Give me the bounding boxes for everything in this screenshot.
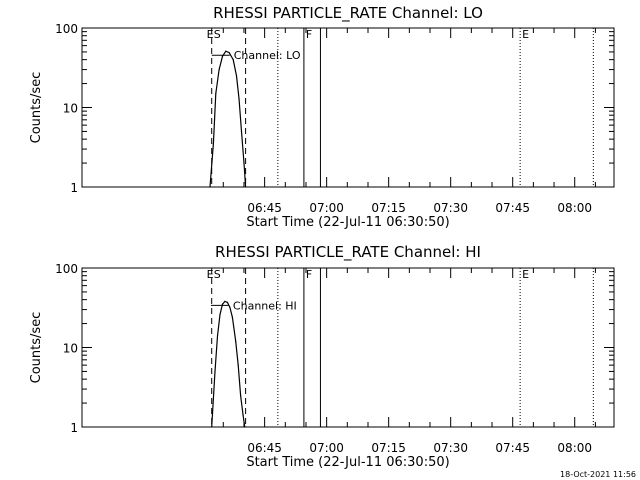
data-point <box>243 162 245 164</box>
data-point <box>240 130 243 133</box>
data-point <box>238 97 240 100</box>
y-axis-label: Counts/sec <box>29 72 44 144</box>
y-axis-label: Counts/sec <box>29 312 44 384</box>
event-marker-label: E <box>522 268 529 281</box>
x-tick-label: 06:45 <box>247 201 282 215</box>
data-point <box>215 92 217 95</box>
x-tick-label: 07:45 <box>495 441 530 455</box>
data-point <box>237 364 239 366</box>
x-tick-label: 07:15 <box>371 201 406 215</box>
data-point <box>225 50 227 52</box>
data-point <box>232 59 234 61</box>
event-marker-label: S <box>214 28 221 41</box>
x-tick-label: 07:30 <box>433 441 468 455</box>
x-tick-label: 07:15 <box>371 441 406 455</box>
data-point <box>235 75 238 77</box>
y-tick-label: 100 <box>55 22 78 36</box>
plot-frame <box>81 267 615 428</box>
data-point <box>218 68 220 71</box>
event-marker-label: S <box>214 268 221 281</box>
x-tick-label: 08:00 <box>557 441 592 455</box>
data-point <box>209 186 211 188</box>
y-tick-label: 100 <box>55 262 78 276</box>
y-tick-label: 1 <box>70 421 78 435</box>
data-point <box>211 426 213 428</box>
y-tick-label: 1 <box>70 181 78 195</box>
x-tick-label: 07:45 <box>495 201 530 215</box>
y-tick-label: 10 <box>63 342 78 356</box>
data-point <box>240 394 242 396</box>
event-marker-label: F <box>306 268 312 281</box>
x-tick-label: 06:45 <box>247 441 282 455</box>
data-point <box>244 426 246 428</box>
data-point <box>245 186 247 188</box>
x-axis-label: Start Time (22-Jul-11 06:30:50) <box>246 455 449 470</box>
x-axis-label: Start Time (22-Jul-11 06:30:50) <box>246 215 449 230</box>
x-tick-label: 08:00 <box>557 201 592 215</box>
data-point <box>214 370 216 373</box>
x-tick-label: 07:00 <box>309 441 344 455</box>
event-marker-label: E <box>207 268 214 281</box>
data-point <box>216 335 219 337</box>
data-point <box>235 340 237 342</box>
data-point <box>219 313 221 316</box>
series-line <box>209 50 247 188</box>
series-label: Channel: HI <box>233 299 297 312</box>
series-label: Channel: LO <box>234 49 301 62</box>
event-marker-label: E <box>207 28 214 41</box>
footer-timestamp: 18-Oct-2021 11:56 <box>560 470 636 479</box>
y-tick-label: 10 <box>63 102 78 116</box>
chart-title: RHESSI PARTICLE_RATE Channel: LO <box>213 4 483 23</box>
x-tick-label: 07:30 <box>433 201 468 215</box>
data-point <box>229 306 231 308</box>
data-point <box>226 301 229 303</box>
series-line <box>211 300 246 428</box>
event-marker-label: F <box>306 28 312 41</box>
chart-title: RHESSI PARTICLE_RATE Channel: HI <box>215 243 481 262</box>
data-point <box>242 414 244 416</box>
plot-frame <box>81 27 615 188</box>
data-point <box>228 52 230 54</box>
data-point <box>231 316 233 318</box>
event-marker-label: E <box>522 28 529 41</box>
data-point <box>212 143 214 145</box>
data-point <box>224 300 226 303</box>
x-tick-label: 07:00 <box>309 201 344 215</box>
data-point <box>221 303 224 305</box>
data-point <box>221 55 224 57</box>
